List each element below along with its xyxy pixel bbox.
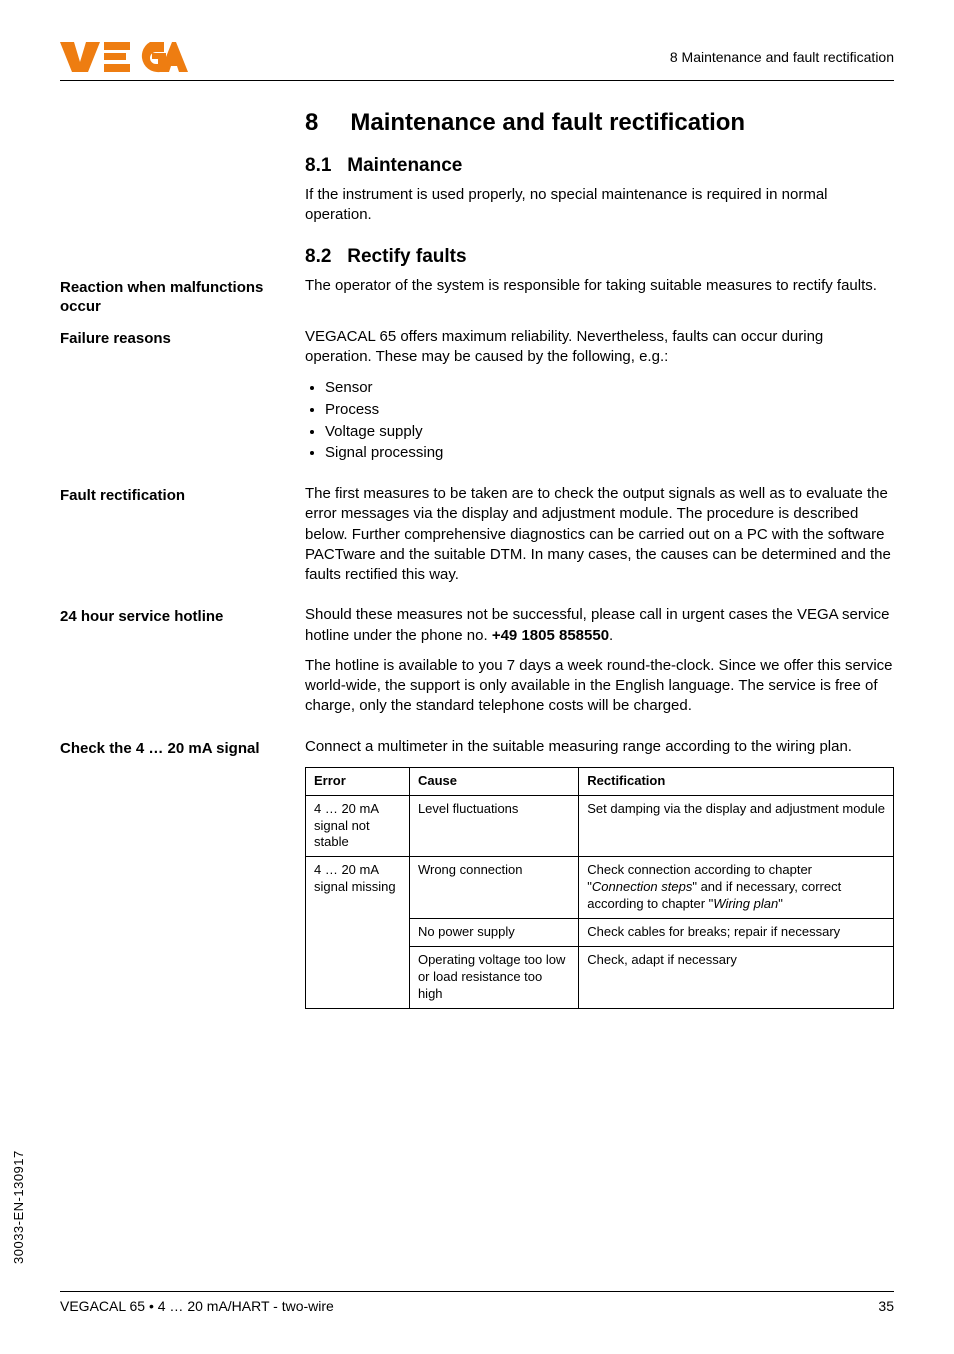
cell-cause: Operating voltage too low or load resist… bbox=[409, 946, 578, 1008]
rect-italic: Wiring plan bbox=[713, 896, 778, 911]
hotline-p1-c: . bbox=[609, 627, 613, 644]
hotline-paragraph-1: Should these measures not be successful,… bbox=[305, 605, 894, 646]
page-footer: VEGACAL 65 • 4 … 20 mA/HART - two-wire 3… bbox=[60, 1291, 894, 1314]
margin-label-fault-rectification: Fault rectification bbox=[60, 486, 285, 506]
cell-cause: No power supply bbox=[409, 918, 578, 946]
maintenance-paragraph: If the instrument is used properly, no s… bbox=[305, 185, 894, 226]
section-title: 8 Maintenance and fault rectification bbox=[305, 109, 894, 137]
cell-cause: Level fluctuations bbox=[409, 795, 578, 857]
reaction-paragraph: The operator of the system is responsibl… bbox=[305, 276, 894, 296]
rect-italic: Connection steps bbox=[592, 879, 692, 894]
cell-cause: Wrong connection bbox=[409, 857, 578, 919]
header-breadcrumb: 8 Maintenance and fault rectification bbox=[670, 49, 894, 65]
failure-paragraph: VEGACAL 65 offers maximum reliability. N… bbox=[305, 327, 894, 368]
subsection-8-2-title: 8.2 Rectify faults bbox=[305, 246, 894, 268]
check-signal-paragraph: Connect a multimeter in the suitable mea… bbox=[305, 737, 894, 757]
fault-rectification-paragraph: The first measures to be taken are to ch… bbox=[305, 484, 894, 585]
section-title-text: Maintenance and fault rectification bbox=[350, 109, 745, 136]
side-document-ref: 30033-EN-130917 bbox=[11, 1150, 26, 1264]
vega-logo bbox=[60, 40, 190, 74]
margin-label-failure: Failure reasons bbox=[60, 329, 285, 349]
footer-product-ref: VEGACAL 65 • 4 … 20 mA/HART - two-wire bbox=[60, 1298, 334, 1314]
cell-rectification: Check, adapt if necessary bbox=[579, 946, 894, 1008]
subsection-8-1-title: 8.1 Maintenance bbox=[305, 155, 894, 177]
cell-error: 4 … 20 mA signal missing bbox=[306, 857, 410, 1008]
subsection-8-1-text: Maintenance bbox=[347, 155, 462, 176]
margin-label-hotline: 24 hour service hotline bbox=[60, 607, 285, 627]
cell-rectification: Check cables for breaks; repair if neces… bbox=[579, 918, 894, 946]
subsection-8-2-number: 8.2 bbox=[305, 246, 331, 267]
error-table: Error Cause Rectification 4 … 20 mA sign… bbox=[305, 767, 894, 1009]
page-header: 8 Maintenance and fault rectification bbox=[60, 40, 894, 81]
hotline-phone-number: +49 1805 858550 bbox=[492, 627, 609, 644]
subsection-8-1-number: 8.1 bbox=[305, 155, 331, 176]
rect-text: " bbox=[778, 896, 783, 911]
margin-label-check-signal: Check the 4 … 20 mA signal bbox=[60, 739, 285, 759]
section-number: 8 bbox=[305, 109, 318, 136]
bullet-item: Process bbox=[325, 399, 894, 421]
margin-label-reaction: Reaction when malfunctions occur bbox=[60, 278, 285, 317]
hotline-paragraph-2: The hotline is available to you 7 days a… bbox=[305, 656, 894, 717]
table-header-rectification: Rectification bbox=[579, 767, 894, 795]
table-row: 4 … 20 mA signal not stable Level fluctu… bbox=[306, 795, 894, 857]
bullet-item: Sensor bbox=[325, 377, 894, 399]
table-row: 4 … 20 mA signal missing Wrong connectio… bbox=[306, 857, 894, 919]
cell-rectification: Check connection according to chapter "C… bbox=[579, 857, 894, 919]
cell-error: 4 … 20 mA signal not stable bbox=[306, 795, 410, 857]
bullet-item: Voltage supply bbox=[325, 421, 894, 443]
cell-rectification: Set damping via the display and adjustme… bbox=[579, 795, 894, 857]
bullet-item: Signal processing bbox=[325, 442, 894, 464]
table-header-cause: Cause bbox=[409, 767, 578, 795]
footer-page-number: 35 bbox=[878, 1298, 894, 1314]
table-header-error: Error bbox=[306, 767, 410, 795]
subsection-8-2-text: Rectify faults bbox=[347, 246, 466, 267]
failure-bullet-list: Sensor Process Voltage supply Signal pro… bbox=[305, 377, 894, 464]
